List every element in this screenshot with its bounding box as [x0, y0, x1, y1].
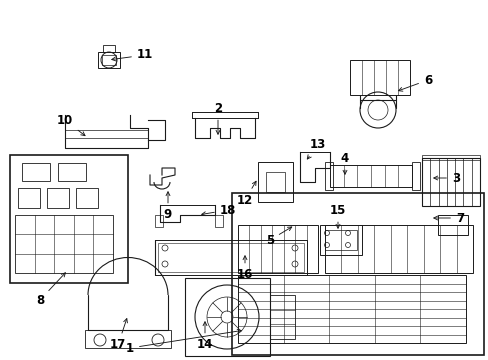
Text: 1: 1 — [126, 329, 241, 355]
Bar — [269, 295, 294, 339]
Bar — [155, 240, 306, 275]
Bar — [421, 155, 479, 160]
Bar — [325, 225, 472, 273]
Bar — [231, 193, 483, 355]
Bar — [411, 162, 419, 190]
Bar — [265, 172, 285, 192]
Bar — [18, 188, 40, 208]
Text: 7: 7 — [433, 211, 463, 225]
Text: 2: 2 — [214, 102, 222, 134]
Text: 4: 4 — [340, 152, 348, 174]
Text: 17: 17 — [110, 319, 127, 351]
Bar — [325, 162, 332, 190]
Text: 12: 12 — [236, 181, 256, 207]
Bar — [238, 275, 465, 343]
Bar — [325, 230, 356, 250]
Text: 10: 10 — [57, 113, 85, 136]
Bar — [103, 45, 115, 52]
Bar — [102, 55, 116, 65]
Text: 16: 16 — [236, 256, 253, 282]
Bar — [437, 215, 467, 235]
Text: 15: 15 — [329, 203, 346, 228]
Bar — [10, 155, 128, 283]
Bar — [98, 52, 120, 68]
Text: 11: 11 — [112, 49, 153, 62]
Text: 5: 5 — [265, 227, 291, 247]
Text: 13: 13 — [306, 139, 325, 159]
Bar — [158, 243, 304, 272]
Bar — [22, 163, 50, 181]
Text: 3: 3 — [433, 171, 459, 184]
Bar — [329, 165, 411, 187]
Bar — [421, 158, 479, 206]
Bar — [184, 278, 269, 356]
Bar — [319, 225, 361, 255]
Bar — [215, 215, 223, 227]
Text: 18: 18 — [202, 203, 236, 216]
Bar — [15, 215, 113, 273]
Text: 9: 9 — [163, 192, 172, 221]
Bar — [155, 215, 163, 227]
Bar — [58, 163, 86, 181]
Text: 8: 8 — [36, 273, 65, 306]
Bar — [76, 188, 98, 208]
Text: 6: 6 — [398, 73, 431, 91]
Bar — [258, 162, 292, 202]
Bar — [85, 330, 171, 348]
Bar — [349, 60, 409, 95]
Bar — [238, 225, 317, 273]
Text: 14: 14 — [196, 322, 213, 351]
Bar — [47, 188, 69, 208]
